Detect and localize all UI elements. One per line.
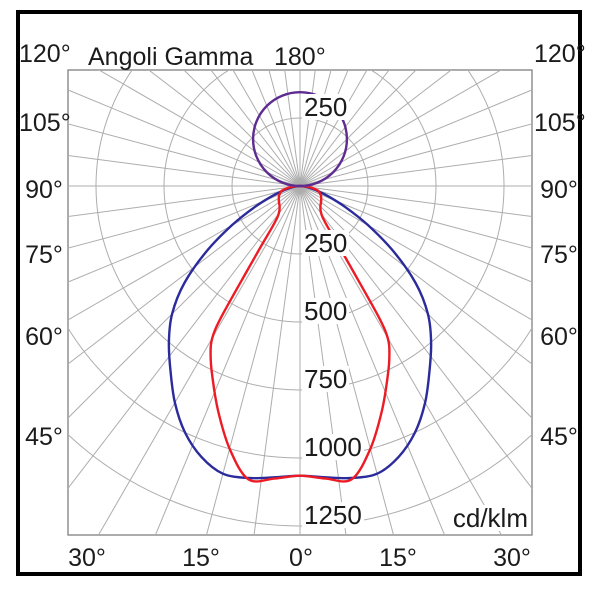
gamma-label-left-60: 60° (25, 323, 63, 351)
gamma-label-right-75: 75° (540, 241, 578, 269)
gamma-label-right-45: 45° (540, 423, 578, 451)
gamma-label-right-120: 120° (534, 40, 586, 68)
unit-label: cd/klm (449, 505, 531, 531)
gamma-label-top-180: 180° (274, 43, 326, 71)
gamma-label-bottom-0: 0° (289, 544, 313, 572)
gamma-label-right-90: 90° (540, 176, 578, 204)
gamma-label-left-120: 120° (19, 40, 71, 68)
ring-label-1000: 1000 (302, 432, 364, 462)
gamma-label-right-60: 60° (540, 323, 578, 351)
gamma-label-left-45: 45° (25, 423, 63, 451)
ring-label-250: 250 (302, 228, 350, 258)
ring-label-500: 500 (302, 296, 350, 326)
outer-frame (16, 10, 582, 576)
ring-label-1250: 1250 (302, 500, 364, 530)
intensity-curves (167, 90, 433, 483)
ring-label-750: 750 (302, 364, 350, 394)
gamma-label-right-105: 105° (534, 109, 586, 137)
gamma-label-left-105: 105° (19, 109, 71, 137)
gamma-label-bottom-30l: 30° (68, 544, 106, 572)
gamma-label-bottom-15r: 15° (379, 544, 417, 572)
gamma-label-bottom-30r: 30° (493, 544, 531, 572)
gamma-label-left-75: 75° (25, 241, 63, 269)
ring-label-250-upper: 250 (302, 92, 350, 122)
gamma-label-left-90: 90° (25, 176, 63, 204)
gamma-label-bottom-15l: 15° (182, 544, 220, 572)
chart-title: Angoli Gamma (88, 43, 254, 71)
